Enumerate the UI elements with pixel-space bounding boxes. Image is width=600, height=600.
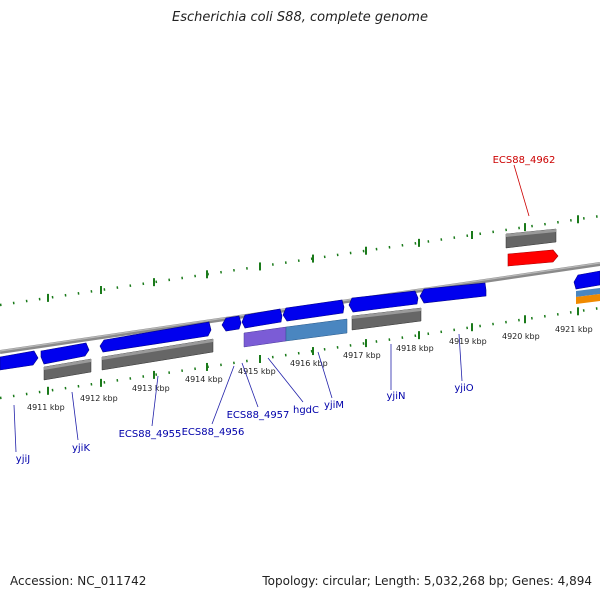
gene-label[interactable]: yjiO	[454, 383, 473, 394]
leader-line	[151, 375, 159, 427]
pseudo-feature-highlight	[44, 359, 91, 370]
gene-feature[interactable]	[419, 282, 487, 304]
gene-label-leaders[interactable]	[13, 164, 530, 453]
scale-label: 4920 kbp	[502, 332, 540, 341]
gene-feature[interactable]	[241, 308, 283, 329]
scale-labels: 4911 kbp 4912 kbp 4913 kbp 4914 kbp 4915…	[27, 325, 593, 412]
gene-feature[interactable]	[573, 270, 600, 290]
pseudo-feature-highlight	[506, 229, 556, 237]
pseudo-feature[interactable]	[43, 358, 92, 381]
gene-feature[interactable]	[40, 342, 90, 365]
scale-label: 4912 kbp	[80, 394, 118, 403]
gene-label[interactable]: ECS88_4957	[227, 410, 290, 421]
accession-text: Accession: NC_011742	[10, 574, 147, 588]
genome-summary-text: Topology: circular; Length: 5,032,268 bp…	[262, 574, 592, 588]
lower-tick-marks	[47, 307, 579, 395]
gene-label[interactable]: ECS88_4956	[182, 427, 245, 438]
leader-line	[267, 357, 304, 403]
lower-dot-line	[0, 306, 600, 400]
leader-line	[241, 362, 259, 408]
gene-feature[interactable]	[282, 299, 345, 322]
leader-line	[317, 351, 333, 399]
scale-label: 4914 kbp	[185, 375, 223, 384]
gene-label[interactable]: yjiJ	[16, 454, 30, 465]
upper-tick-marks	[47, 215, 579, 302]
gene-feature[interactable]	[221, 315, 242, 332]
scale-label: 4919 kbp	[449, 337, 487, 346]
rna-feature[interactable]	[243, 326, 287, 348]
gene-label[interactable]: ECS88_4962	[493, 155, 556, 166]
leader-line	[211, 365, 235, 425]
gene-feature[interactable]	[0, 350, 39, 371]
rna-feature[interactable]	[285, 318, 348, 342]
gene-label[interactable]: hgdC	[293, 405, 319, 416]
upper-scale-track	[0, 214, 600, 307]
page-title: Escherichia coli S88, complete genome	[172, 10, 428, 25]
scale-label: 4916 kbp	[290, 359, 328, 368]
pseudo-feature-highlight	[102, 339, 213, 360]
gene-label[interactable]: yjiK	[72, 443, 90, 454]
leader-line	[458, 333, 463, 382]
pseudo-feature-highlight	[352, 308, 421, 319]
leader-line	[13, 404, 17, 453]
gene-feature[interactable]	[348, 290, 419, 313]
lower-scale-track	[0, 306, 600, 400]
scale-label: 4913 kbp	[132, 384, 170, 393]
gene-feature[interactable]	[99, 321, 212, 353]
scale-label: 4918 kbp	[396, 344, 434, 353]
scale-label: 4921 kbp	[555, 325, 593, 334]
gene-features	[0, 228, 600, 381]
scale-label: 4911 kbp	[27, 403, 65, 412]
scale-label: 4915 kbp	[238, 367, 276, 376]
gene-labels: yjiJ yjiK ECS88_4955 ECS88_4956 ECS88_49…	[16, 155, 556, 465]
gene-label[interactable]: ECS88_4955	[119, 429, 182, 440]
leader-line	[513, 164, 530, 217]
gene-label[interactable]: yjiN	[387, 391, 406, 402]
gene-label[interactable]: yjiM	[324, 400, 344, 411]
pseudo-feature[interactable]	[351, 307, 422, 331]
rna-feature[interactable]	[576, 294, 600, 304]
scale-label: 4917 kbp	[343, 351, 381, 360]
highlighted-gene-feature[interactable]	[507, 249, 559, 267]
leader-line	[71, 391, 79, 441]
